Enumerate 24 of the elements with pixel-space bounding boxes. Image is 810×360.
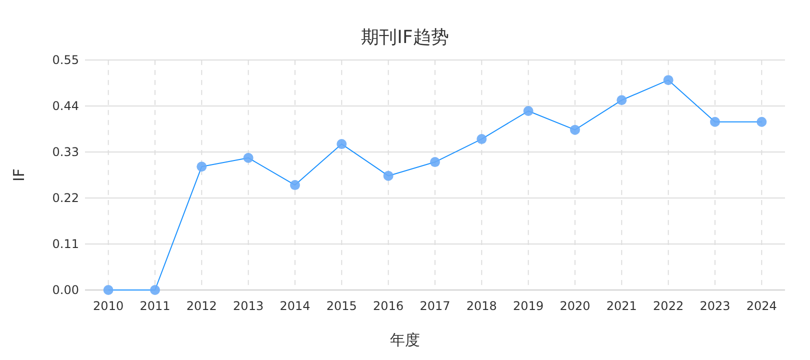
x-tick-label: 2018 <box>466 299 497 313</box>
y-tick-label: 0.44 <box>52 99 79 113</box>
y-tick-label: 0.11 <box>52 237 79 251</box>
chart-title: 期刊IF趋势 <box>361 27 449 48</box>
x-tick-label: 2010 <box>93 299 124 313</box>
x-tick-label: 2024 <box>746 299 777 313</box>
x-tick-label: 2011 <box>140 299 170 313</box>
x-tick-label: 2017 <box>420 299 450 313</box>
x-tick-label: 2020 <box>560 299 590 313</box>
x-tick-label: 2012 <box>186 299 217 313</box>
x-tick-label: 2013 <box>233 299 264 313</box>
x-tick-label: 2015 <box>326 299 357 313</box>
y-tick-label: 0.22 <box>52 191 79 205</box>
x-tick-label: 2016 <box>373 299 404 313</box>
x-tick-label: 2021 <box>606 299 637 313</box>
x-axis-title: 年度 <box>390 331 420 349</box>
y-tick-label: 0.33 <box>52 145 79 159</box>
x-tick-label: 2019 <box>513 299 544 313</box>
y-axis-title: IF <box>10 168 28 182</box>
y-tick-label: 0.55 <box>52 53 79 67</box>
x-tick-label: 2014 <box>280 299 310 313</box>
y-tick-label: 0.00 <box>52 283 79 297</box>
x-tick-label: 2022 <box>653 299 684 313</box>
x-tick-label: 2023 <box>700 299 730 313</box>
